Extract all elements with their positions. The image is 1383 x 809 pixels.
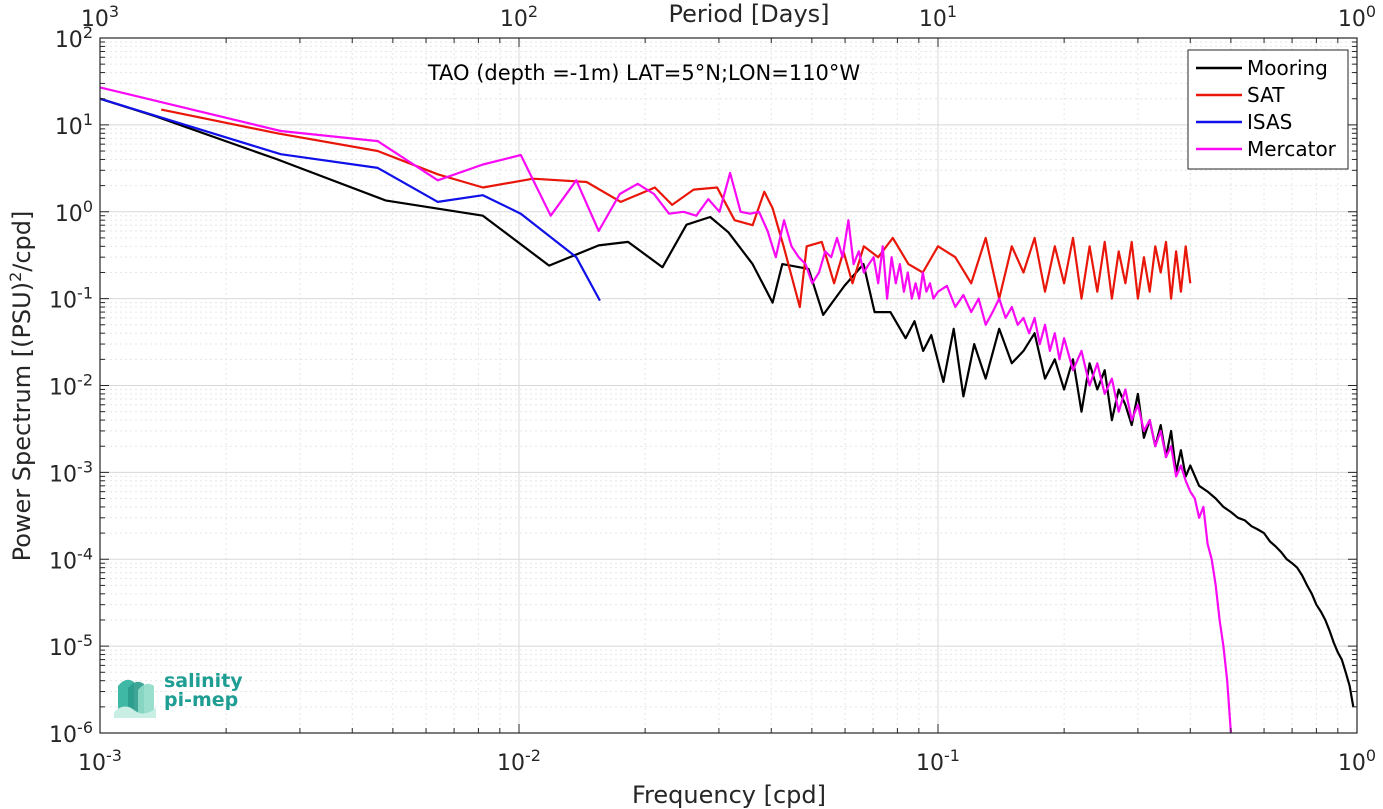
top-x-tick-label: 101 [919,2,957,33]
logo-text: salinity pi-mep [164,672,243,710]
legend-label-sat: SAT [1247,83,1285,107]
y-tick-label: 10-1 [49,283,93,314]
top-x-tick-label: 102 [500,2,538,33]
logo-line-1: salinity [164,670,243,692]
y-tick-label: 101 [55,109,93,140]
grid-lines [100,38,1357,733]
legend: Mooring SAT ISAS Mercator [1187,49,1349,170]
plot-series [99,86,1355,734]
x-tick-label: 10-1 [916,746,960,777]
logo-line-2: pi-mep [164,689,239,711]
x-tick-label: 10-3 [78,746,122,777]
y-tick-label: 100 [55,196,93,227]
series-line-mooring [99,97,1355,707]
series-line-isas [99,97,601,302]
legend-label-mooring: Mooring [1247,56,1328,80]
y-tick-label: 102 [55,23,93,54]
y-tick-label: 10-6 [49,718,93,749]
salinity-pi-mep-logo: salinity pi-mep [112,672,252,722]
series-line-mercator [99,86,1232,734]
top-x-tick-label: 100 [1338,2,1376,33]
chart-title: TAO (depth =-1m) LAT=5°N;LON=110°W [427,61,861,85]
axis-ticks [99,38,1357,734]
legend-label-isas: ISAS [1247,110,1292,134]
top-x-axis-label: Period [Days] [668,0,829,28]
y-axis-label: Power Spectrum [(PSU)2/cpd] [6,211,37,562]
x-tick-label: 100 [1338,746,1376,777]
y-tick-label: 10-2 [49,370,93,401]
x-axis-label: Frequency [cpd] [632,781,826,809]
legend-label-mercator: Mercator [1247,137,1337,161]
y-tick-label: 10-5 [49,631,93,662]
y-tick-label: 10-4 [49,544,93,575]
tick-labels: 10-3 10-2 10-1 100 10-6 10-5 10-4 10-3 10-2 10-1 1… [49,2,1376,777]
x-tick-label: 10-2 [497,746,541,777]
top-x-tick-label: 103 [81,2,119,33]
y-tick-label: 10-3 [49,457,93,488]
series-line-sat [160,108,1192,309]
wave-logo-icon [114,679,156,718]
